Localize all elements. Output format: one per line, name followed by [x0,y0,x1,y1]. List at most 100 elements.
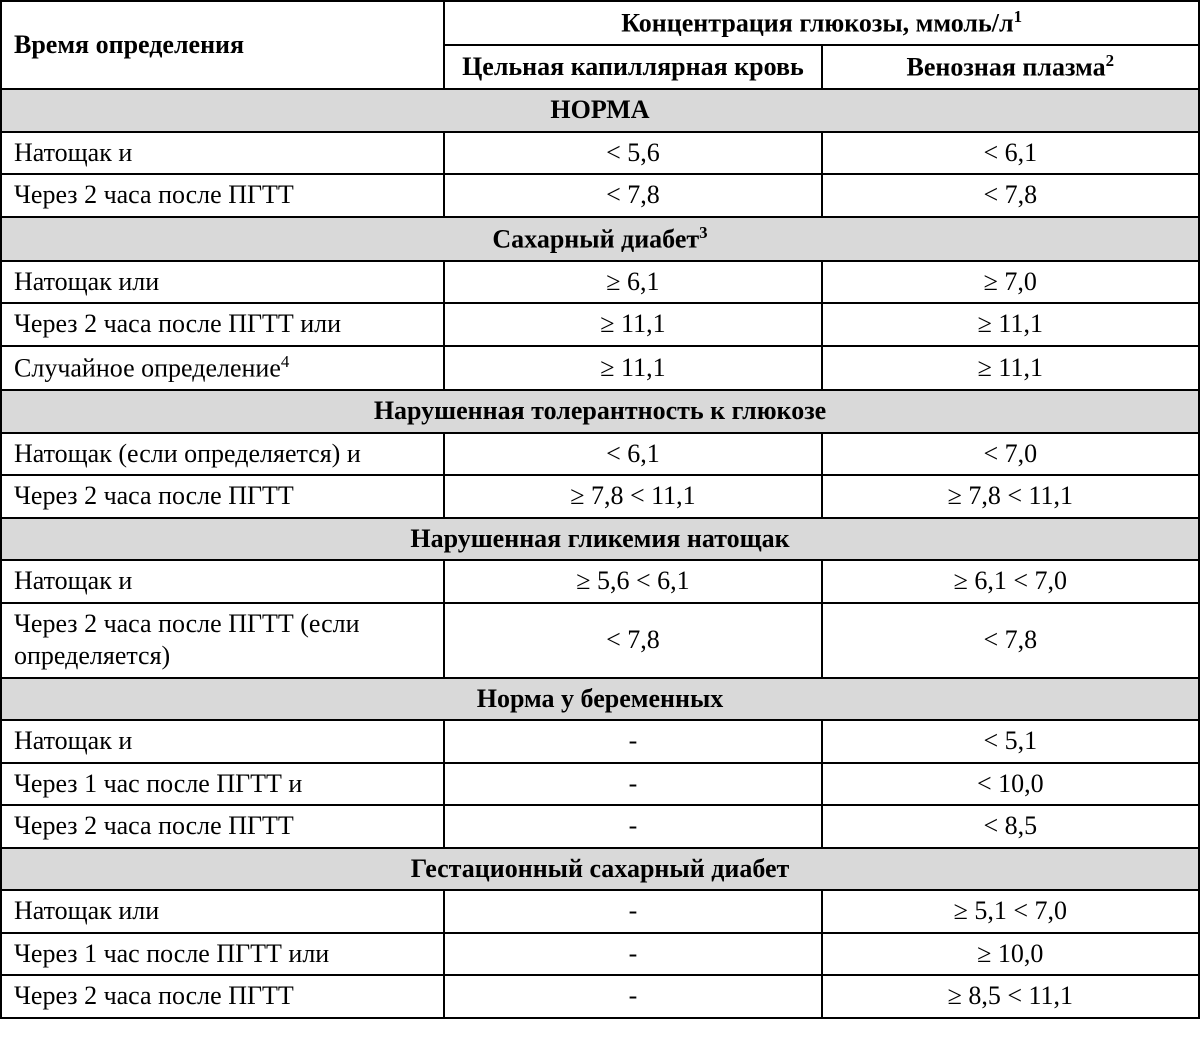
time-header-cell: Время определения [1,1,444,89]
capillary-value: - [444,975,821,1018]
row-label-cell: Через 2 часа после ПГТТ [1,475,444,518]
capillary-value: < 6,1 [444,433,821,476]
table-row: Натощак и -< 5,1 [1,720,1199,763]
row-label-cell: Натощак (если определяется) и [1,433,444,476]
venous-value: ≥ 11,1 [822,346,1199,390]
capillary-value: ≥ 5,6 < 6,1 [444,560,821,603]
section-header-cell: НОРМА [1,89,1199,132]
section-header-row: НОРМА [1,89,1199,132]
table-row: Случайное определение4≥ 11,1≥ 11,1 [1,346,1199,390]
venous-value: < 6,1 [822,132,1199,175]
venous-value: < 7,8 [822,603,1199,678]
section-header-row: Гестационный сахарный диабет [1,848,1199,891]
row-label: Через 2 часа после ПГТТ или [14,309,341,338]
row-label-cell: Через 2 часа после ПГТТ [1,975,444,1018]
venous-value: < 7,8 [822,174,1199,217]
table-row: Через 2 часа после ПГТТ < 7,8< 7,8 [1,174,1199,217]
page: Время определения Концентрация глюкозы, … [0,0,1200,1019]
venous-value: ≥ 10,0 [822,933,1199,976]
venous-header-cell: Венозная плазма2 [822,45,1199,89]
venous-value: ≥ 11,1 [822,303,1199,346]
row-label: Через 2 часа после ПГТТ [14,981,294,1010]
capillary-value: ≥ 11,1 [444,346,821,390]
row-label-cell: Через 1 час после ПГТТ и [1,763,444,806]
venous-value: < 7,0 [822,433,1199,476]
table-row: Через 2 часа после ПГТТ≥ 7,8 < 11,1≥ 7,8… [1,475,1199,518]
section-title: Гестационный сахарный диабет [411,854,790,883]
venous-value: ≥ 8,5 < 11,1 [822,975,1199,1018]
row-label: Через 1 час после ПГТТ или [14,939,329,968]
conc-header-cell: Концентрация глюкозы, ммоль/л1 [444,1,1199,45]
row-label: Натощак или [14,267,159,296]
table-row: Через 1 час после ПГТТ или -≥ 10,0 [1,933,1199,976]
venous-value: ≥ 7,0 [822,261,1199,304]
section-title: НОРМА [550,95,649,124]
venous-value: < 5,1 [822,720,1199,763]
section-title: Нарушенная толерантность к глюкозе [374,396,826,425]
capillary-value: < 5,6 [444,132,821,175]
table-row: Через 1 час после ПГТТ и -< 10,0 [1,763,1199,806]
table-row: Натощак (если определяется) и < 6,1< 7,0 [1,433,1199,476]
venous-header-text: Венозная плазма [907,53,1106,82]
section-header-row: Нарушенная гликемия натощак [1,518,1199,561]
table-row: Натощак и ≥ 5,6 < 6,1≥ 6,1 < 7,0 [1,560,1199,603]
venous-value: < 8,5 [822,805,1199,848]
row-label: Через 2 часа после ПГТТ (если определяет… [14,609,360,671]
row-label: Через 1 час после ПГТТ и [14,769,302,798]
table-row: Натощак и < 5,6< 6,1 [1,132,1199,175]
row-label-cell: Натощак и [1,132,444,175]
row-label-cell: Через 2 часа после ПГТТ (если определяет… [1,603,444,678]
header-row-1: Время определения Концентрация глюкозы, … [1,1,1199,45]
capillary-value: - [444,720,821,763]
glucose-table-body: Время определения Концентрация глюкозы, … [1,1,1199,1018]
table-row: Через 2 часа после ПГТТ -≥ 8,5 < 11,1 [1,975,1199,1018]
capillary-header-cell: Цельная капиллярная кровь [444,45,821,89]
venous-value: < 10,0 [822,763,1199,806]
conc-header-text: Концентрация глюкозы, ммоль/л [621,9,1013,38]
capillary-value: - [444,763,821,806]
capillary-value: ≥ 11,1 [444,303,821,346]
section-header-row: Нарушенная толерантность к глюкозе [1,390,1199,433]
conc-header-sup: 1 [1014,7,1022,26]
row-label-cell: Натощак и [1,560,444,603]
table-row: Через 2 часа после ПГТТ или ≥ 11,1≥ 11,1 [1,303,1199,346]
capillary-value: ≥ 7,8 < 11,1 [444,475,821,518]
time-header-text: Время определения [14,30,244,59]
capillary-value: - [444,805,821,848]
row-label-cell: Через 1 час после ПГТТ или [1,933,444,976]
row-label: Через 2 часа после ПГТТ [14,180,294,209]
row-label: Натощак и [14,566,132,595]
capillary-value: - [444,890,821,933]
section-header-cell: Нарушенная гликемия натощак [1,518,1199,561]
row-label: Через 2 часа после ПГТТ [14,811,294,840]
section-header-cell: Норма у беременных [1,678,1199,721]
capillary-value: ≥ 6,1 [444,261,821,304]
glucose-table: Время определения Концентрация глюкозы, … [0,0,1200,1019]
section-header-cell: Сахарный диабет3 [1,217,1199,261]
capillary-value: < 7,8 [444,174,821,217]
venous-value: ≥ 6,1 < 7,0 [822,560,1199,603]
capillary-value: < 7,8 [444,603,821,678]
row-label: Натощак или [14,896,159,925]
row-label: Случайное определение [14,354,281,383]
section-title: Нарушенная гликемия натощак [410,524,789,553]
section-header-cell: Гестационный сахарный диабет [1,848,1199,891]
row-label: Натощак и [14,138,132,167]
section-title: Сахарный диабет [492,224,699,253]
venous-value: ≥ 5,1 < 7,0 [822,890,1199,933]
row-label-cell: Случайное определение4 [1,346,444,390]
capillary-value: - [444,933,821,976]
section-header-cell: Нарушенная толерантность к глюкозе [1,390,1199,433]
table-row: Через 2 часа после ПГТТ (если определяет… [1,603,1199,678]
row-label: Натощак (если определяется) и [14,439,361,468]
section-header-row: Норма у беременных [1,678,1199,721]
section-title-sup: 3 [699,223,707,242]
row-label-cell: Натощак и [1,720,444,763]
row-label: Через 2 часа после ПГТТ [14,481,294,510]
table-row: Натощак или -≥ 5,1 < 7,0 [1,890,1199,933]
row-label-cell: Через 2 часа после ПГТТ [1,174,444,217]
row-label: Натощак и [14,726,132,755]
section-title: Норма у беременных [477,684,724,713]
row-label-cell: Через 2 часа после ПГТТ или [1,303,444,346]
table-row: Натощак или ≥ 6,1≥ 7,0 [1,261,1199,304]
